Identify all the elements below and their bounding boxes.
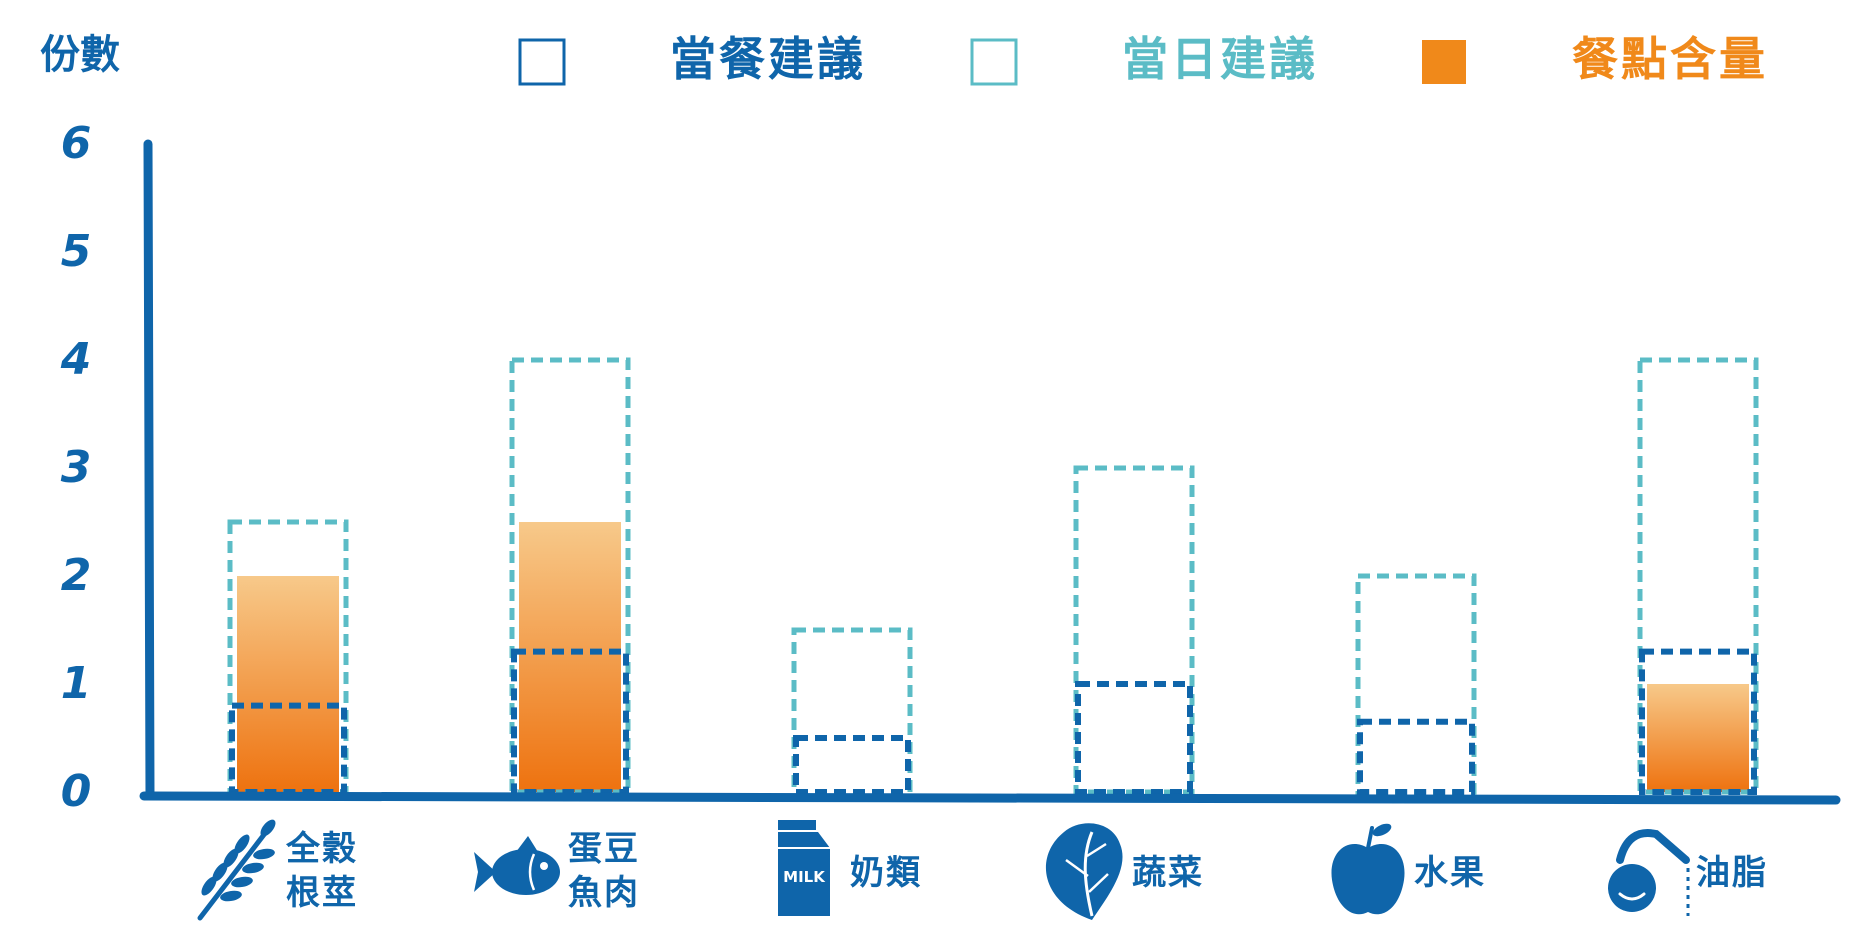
category-label-dairy: 奶類: [850, 853, 922, 893]
bar-daily-oils: [1637, 357, 1759, 795]
bar-content-oils: [1647, 684, 1749, 792]
legend-label-meal: 當餐建議: [670, 32, 866, 86]
y-tick-label: 1: [61, 658, 92, 709]
wheat-icon: [197, 819, 276, 921]
apple-icon: [1331, 823, 1405, 915]
axes: [139, 139, 1841, 805]
bar-content-grains: [237, 576, 339, 792]
y-tick-label: 3: [61, 442, 92, 493]
bar-daily-fruits: [1355, 573, 1477, 795]
y-axis-line: [143, 139, 155, 801]
y-tick-label: 6: [61, 118, 92, 169]
y-tick-label: 0: [61, 766, 92, 817]
legend-swatch-content: [1422, 40, 1466, 84]
oil-bottle-icon: [1608, 829, 1690, 916]
bar-daily-vegetables: [1073, 465, 1195, 795]
category-label-protein: 魚肉: [568, 873, 640, 913]
category-label-protein: 蛋豆: [568, 829, 640, 869]
legend-swatch-meal: [518, 38, 566, 86]
bar-daily-dairy: [791, 627, 913, 795]
category-oils: 油脂: [1608, 829, 1768, 916]
legend-swatch-daily: [970, 38, 1018, 86]
category-label-grains: 根莖: [286, 873, 358, 913]
legend-label-daily: 當日建議: [1122, 32, 1318, 86]
category-vegetables: 蔬菜: [1045, 823, 1204, 920]
bar-content-protein: [519, 522, 621, 792]
bar-meal-fruits: [1357, 718, 1475, 795]
fish-icon: [474, 836, 560, 895]
y-tick-label: 2: [61, 550, 92, 601]
vegetable-leaf-icon: [1045, 823, 1123, 920]
legend-label-content: 餐點含量: [1572, 32, 1768, 86]
bar-meal-dairy: [793, 735, 911, 795]
bar-meal-protein: [511, 648, 629, 795]
milk-carton-label: MILK: [783, 868, 826, 886]
y-tick-label: 4: [60, 334, 92, 385]
bar-meal-oils: [1639, 648, 1757, 795]
legend: 當餐建議 當日建議 餐點含量: [518, 32, 1768, 86]
category-dairy: MILK 奶類: [778, 820, 922, 916]
y-axis-label: 份數: [40, 32, 120, 78]
bar-daily-protein: [509, 357, 631, 795]
y-tick-label: 5: [61, 226, 92, 277]
x-axis-line: [139, 791, 1841, 805]
category-label-grains: 全穀: [285, 829, 358, 869]
bars: [227, 357, 1759, 795]
category-label-vegetables: 蔬菜: [1132, 853, 1204, 893]
category-label-oils: 油脂: [1696, 853, 1768, 893]
milk-carton-icon: MILK: [778, 820, 830, 916]
bar-meal-vegetables: [1075, 681, 1193, 795]
y-ticks: 0 1 2 3 4 5 6: [60, 118, 92, 817]
category-fruits: 水果: [1331, 823, 1486, 915]
category-label-fruits: 水果: [1414, 853, 1486, 893]
